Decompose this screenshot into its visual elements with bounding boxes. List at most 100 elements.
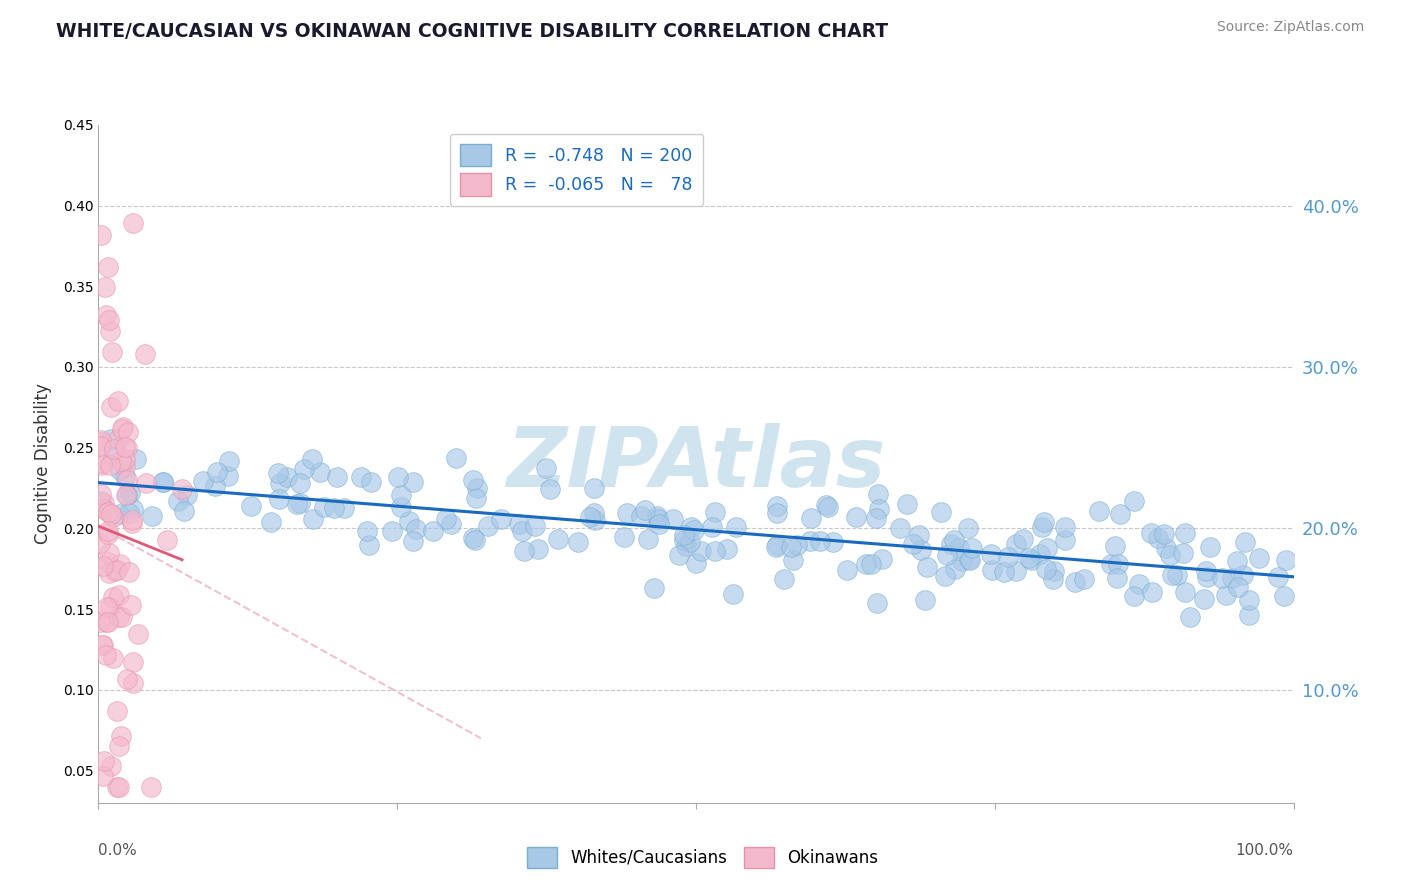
Point	[134, 347, 156, 361]
Point	[308, 465, 330, 479]
Point	[94, 648, 117, 662]
Point	[772, 572, 794, 586]
Point	[108, 610, 131, 624]
Point	[583, 513, 606, 527]
Point	[464, 533, 486, 547]
Point	[865, 511, 887, 525]
Point	[534, 460, 557, 475]
Point	[139, 780, 162, 794]
Point	[111, 422, 134, 436]
Point	[422, 524, 444, 538]
Point	[356, 524, 378, 539]
Point	[120, 599, 142, 613]
Point	[914, 593, 936, 607]
Point	[1088, 504, 1111, 518]
Point	[98, 458, 121, 472]
Point	[896, 497, 918, 511]
Point	[1215, 588, 1237, 602]
Point	[97, 555, 120, 569]
Point	[889, 521, 911, 535]
Point	[689, 543, 711, 558]
Point	[405, 522, 427, 536]
Point	[100, 432, 122, 446]
Point	[633, 503, 655, 517]
Point	[288, 476, 311, 491]
Point	[765, 540, 787, 554]
Point	[141, 509, 163, 524]
Point	[1122, 589, 1144, 603]
Point	[943, 533, 966, 547]
Point	[94, 280, 117, 294]
Point	[193, 474, 215, 488]
Point	[779, 540, 801, 554]
Point	[866, 596, 889, 610]
Point	[107, 507, 129, 521]
Point	[287, 497, 309, 511]
Point	[613, 530, 636, 544]
Point	[1226, 554, 1249, 568]
Point	[679, 535, 702, 549]
Point	[118, 506, 141, 520]
Point	[97, 615, 120, 630]
Point	[724, 519, 747, 533]
Point	[115, 441, 138, 455]
Point	[523, 519, 546, 533]
Point	[402, 533, 425, 548]
Point	[350, 470, 373, 484]
Point	[108, 739, 131, 753]
Point	[950, 554, 973, 568]
Point	[107, 432, 129, 446]
Point	[1018, 550, 1040, 565]
Point	[90, 487, 112, 501]
Point	[837, 564, 859, 578]
Point	[239, 499, 262, 513]
Point	[389, 488, 412, 502]
Point	[107, 393, 129, 408]
Point	[91, 769, 114, 783]
Point	[97, 527, 120, 541]
Point	[105, 705, 128, 719]
Point	[292, 462, 315, 476]
Point	[314, 500, 336, 514]
Point	[204, 479, 226, 493]
Point	[360, 475, 382, 490]
Point	[100, 758, 122, 772]
Point	[817, 500, 839, 515]
Point	[90, 494, 112, 508]
Point	[90, 434, 112, 448]
Point	[1171, 546, 1194, 560]
Point	[110, 729, 132, 743]
Point	[1064, 575, 1087, 590]
Point	[1128, 576, 1150, 591]
Point	[98, 599, 121, 614]
Point	[121, 216, 143, 230]
Point	[1021, 553, 1043, 567]
Point	[980, 547, 1002, 561]
Point	[1192, 591, 1215, 606]
Point	[100, 400, 122, 414]
Point	[121, 514, 143, 528]
Point	[683, 523, 706, 537]
Point	[326, 470, 349, 484]
Point	[135, 475, 157, 490]
Point	[115, 473, 138, 487]
Point	[97, 566, 120, 580]
Point	[538, 482, 561, 496]
Point	[111, 420, 134, 434]
Point	[398, 514, 420, 528]
Point	[1161, 568, 1184, 582]
Point	[1147, 532, 1170, 546]
Point	[1105, 571, 1128, 585]
Point	[637, 532, 659, 546]
Point	[120, 485, 142, 500]
Point	[1174, 585, 1197, 599]
Point	[121, 516, 143, 530]
Point	[114, 451, 136, 466]
Point	[723, 587, 745, 601]
Point	[96, 615, 118, 629]
Point	[104, 564, 127, 578]
Point	[127, 627, 149, 641]
Point	[97, 547, 120, 561]
Point	[579, 509, 602, 524]
Point	[910, 543, 932, 558]
